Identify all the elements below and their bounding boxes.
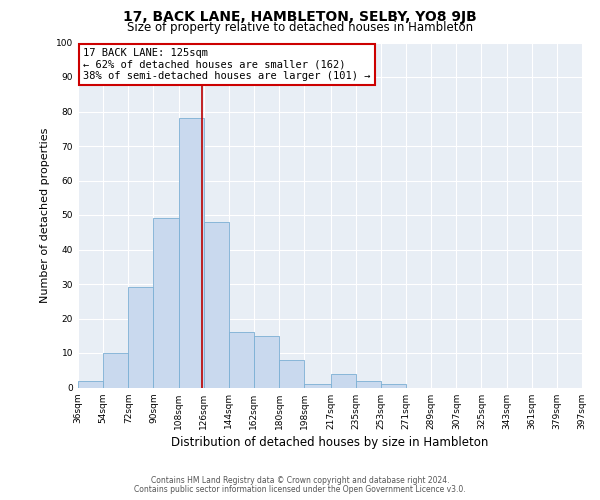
- X-axis label: Distribution of detached houses by size in Hambleton: Distribution of detached houses by size …: [172, 436, 488, 448]
- Bar: [78, 380, 103, 388]
- Bar: [128, 288, 154, 388]
- Text: Size of property relative to detached houses in Hambleton: Size of property relative to detached ho…: [127, 22, 473, 35]
- Bar: [229, 332, 254, 388]
- Bar: [304, 384, 331, 388]
- Bar: [179, 118, 203, 388]
- Bar: [203, 222, 229, 388]
- Bar: [381, 384, 406, 388]
- Bar: [103, 353, 128, 388]
- Y-axis label: Number of detached properties: Number of detached properties: [40, 128, 50, 302]
- Bar: [356, 380, 381, 388]
- Bar: [154, 218, 179, 388]
- Bar: [279, 360, 304, 388]
- Text: Contains public sector information licensed under the Open Government Licence v3: Contains public sector information licen…: [134, 484, 466, 494]
- Bar: [254, 336, 279, 388]
- Bar: [331, 374, 356, 388]
- Text: 17 BACK LANE: 125sqm
← 62% of detached houses are smaller (162)
38% of semi-deta: 17 BACK LANE: 125sqm ← 62% of detached h…: [83, 48, 371, 81]
- Text: 17, BACK LANE, HAMBLETON, SELBY, YO8 9JB: 17, BACK LANE, HAMBLETON, SELBY, YO8 9JB: [123, 10, 477, 24]
- Text: Contains HM Land Registry data © Crown copyright and database right 2024.: Contains HM Land Registry data © Crown c…: [151, 476, 449, 485]
